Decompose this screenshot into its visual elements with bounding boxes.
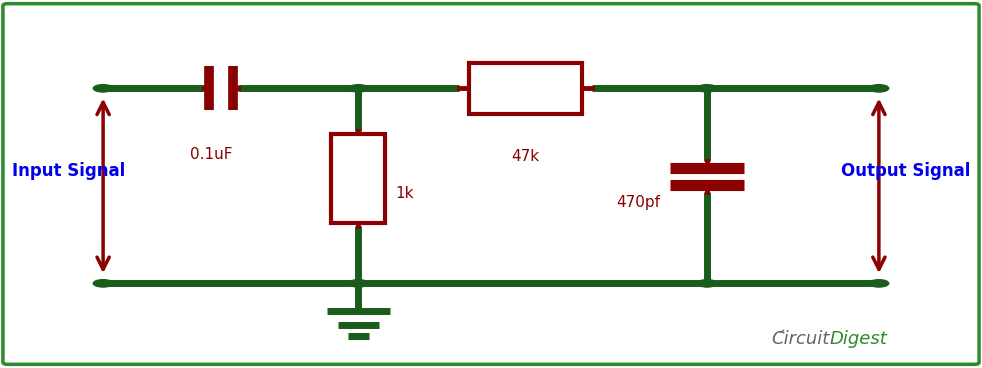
Text: Output Signal: Output Signal [841,162,970,180]
Bar [331,134,385,223]
Circle shape [869,85,889,92]
Bar [469,63,581,114]
Text: Digest: Digest [830,330,888,348]
Text: 0.1uF: 0.1uF [190,147,233,162]
Circle shape [93,85,113,92]
Circle shape [697,280,717,287]
Circle shape [697,85,717,92]
Text: 47k: 47k [512,149,539,164]
Text: 1k: 1k [395,186,413,201]
Circle shape [349,85,368,92]
Text: Ćircuit: Ćircuit [772,330,830,348]
Text: Input Signal: Input Signal [12,162,125,180]
Text: 470pf: 470pf [617,195,660,210]
Circle shape [349,280,368,287]
Circle shape [869,280,889,287]
Circle shape [93,280,113,287]
